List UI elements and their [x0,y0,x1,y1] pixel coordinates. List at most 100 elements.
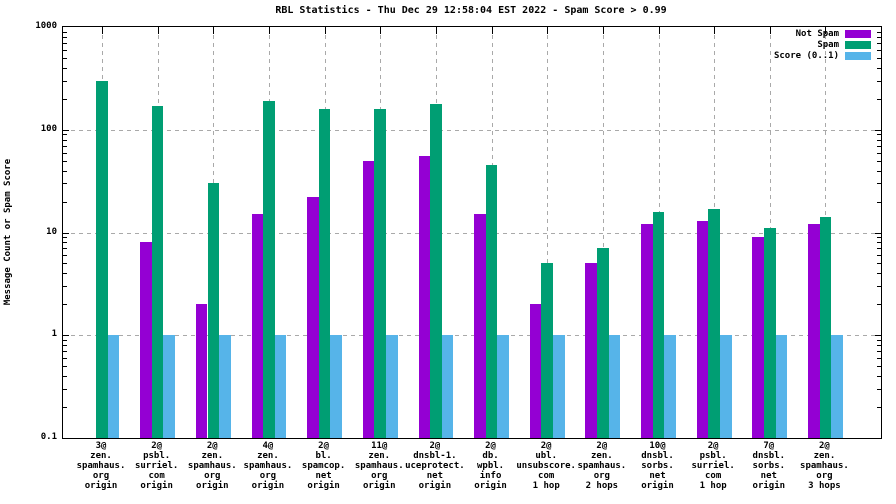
x-category-label-line: zen. [90,451,112,461]
x-top-tick [770,27,771,34]
x-category-label: 2@ bl. spamcop. net origin [290,441,358,491]
y-minor-tick [877,376,881,378]
y-major-tick [63,129,69,131]
x-category-label: 11@ zen. spamhaus. org origin [345,441,413,491]
x-category-label-line: origin [362,481,396,491]
x-category-label-line: origin [251,481,285,491]
y-minor-tick [63,139,67,141]
y-major-tick [875,335,881,337]
y-minor-tick [63,145,67,147]
bar-not-spam [362,160,375,438]
bar-score-0-1- [831,335,843,438]
y-minor-tick [877,152,881,154]
y-minor-tick [63,57,67,59]
y-minor-tick [877,98,881,100]
y-minor-tick [877,80,881,82]
plot-area: Not Spam Spam Score (0..1) [62,26,882,439]
x-category-label-line: origin [641,481,674,491]
x-category-label-line: net [426,471,444,481]
x-category-label-line: 2@ [540,441,552,451]
bar-score-0-1- [386,335,398,438]
legend-swatch [845,30,871,38]
y-minor-tick [63,339,67,341]
x-category-label-line: bl. [315,451,332,461]
x-category-label-line: zen. [201,451,224,461]
y-minor-tick [877,388,881,390]
x-category-label-line: 10@ [649,441,666,451]
bar-spam [764,228,776,438]
legend-swatch [845,52,871,60]
x-category-label-line: surriel. [134,461,179,471]
bar-spam [708,208,720,438]
x-top-tick [213,27,214,34]
y-minor-tick [877,201,881,203]
x-category-label: 10@ dnsbl. sorbs. net origin [624,441,692,491]
y-tick-label: 100 [40,123,57,134]
y-minor-tick [877,183,881,185]
y-minor-tick [877,31,881,33]
y-minor-tick [63,376,67,378]
x-top-tick [325,27,326,34]
bar-score-0-1- [775,335,788,438]
x-category-label: 2@ zen. spamhaus. org origin [178,441,246,491]
legend-swatch [845,41,871,49]
x-category-label-line: zen. [813,451,836,461]
x-category-label-line: 2@ [151,441,163,451]
y-minor-tick [63,366,67,368]
bar-not-spam [140,242,152,438]
y-minor-tick [877,145,881,147]
y-minor-tick [63,273,67,275]
x-category-label-line: 1 hop [532,481,560,491]
x-category-label-line: origin [752,481,786,491]
y-major-tick [875,129,881,131]
bar-not-spam [307,197,319,438]
x-category-label-line: spamcop. [301,461,346,471]
bar-score-0-1- [219,335,231,438]
x-category-label-line: origin [307,481,340,491]
x-category-label-line: 11@ [371,441,388,451]
x-category-label-line: 7@ [763,441,775,451]
y-minor-tick [877,42,881,44]
x-category-label: 2@ ubl. unsubscore. com 1 hop [512,441,580,491]
x-category-label-line: 2@ [429,441,441,451]
x-category-label-line: spamhaus. [354,461,404,471]
x-category-label-line: 2@ [318,441,330,451]
y-minor-tick [877,49,881,51]
legend-label: Score (0..1) [773,51,839,61]
y-minor-tick [63,152,67,154]
x-category-label-line: spamhaus. [577,461,627,471]
bar-not-spam [752,237,764,438]
vertical-gridline [603,27,604,438]
y-minor-tick [63,237,67,239]
bar-score-0-1- [664,335,676,438]
y-minor-tick [877,170,881,172]
bar-spam [263,101,275,438]
bar-not-spam [474,214,486,438]
bar-score-0-1- [497,335,509,438]
x-top-tick [269,27,270,34]
x-category-label: 7@ dnsbl. sorbs. net origin [735,441,803,491]
y-minor-tick [877,345,881,347]
y-minor-tick [63,42,67,44]
x-category-label-line: 2@ [819,441,830,451]
x-category-label: 2@ psbl. surriel. com origin [123,441,191,491]
y-minor-tick [877,139,881,141]
x-category-label: 2@ psbl. surriel. com 1 hop [679,441,747,491]
x-top-tick [547,27,548,34]
x-category-label-line: spamhaus. [243,461,293,471]
y-minor-tick [63,248,67,250]
x-category-label-line: unsubscore. [516,461,576,471]
x-category-label-line: org [371,471,388,481]
x-category-label-line: net [315,471,332,481]
bar-score-0-1- [441,335,454,438]
horizontal-gridline [63,335,881,337]
y-minor-tick [877,160,881,162]
x-category-label: 3@ zen. spamhaus. org origin [67,441,135,491]
y-minor-tick [877,134,881,136]
bar-score-0-1- [274,335,287,438]
x-category-label-line: origin [196,481,229,491]
y-minor-tick [63,388,67,390]
bar-not-spam [251,214,264,438]
y-minor-tick [63,31,67,33]
